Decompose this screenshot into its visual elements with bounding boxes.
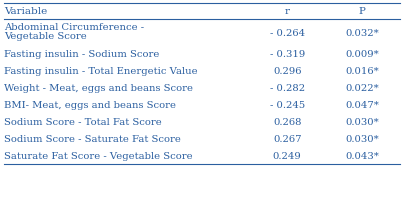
Text: Sodium Score - Saturate Fat Score: Sodium Score - Saturate Fat Score — [4, 134, 181, 143]
Text: Fasting insulin - Total Energetic Value: Fasting insulin - Total Energetic Value — [4, 67, 197, 76]
Text: - 0.319: - 0.319 — [270, 50, 305, 59]
Text: 0.047*: 0.047* — [345, 101, 379, 110]
Text: 0.032*: 0.032* — [345, 28, 379, 37]
Text: Abdominal Circumference -: Abdominal Circumference - — [4, 22, 144, 31]
Text: 0.043*: 0.043* — [345, 151, 379, 160]
Text: BMI- Meat, eggs and beans Score: BMI- Meat, eggs and beans Score — [4, 101, 176, 110]
Text: 0.296: 0.296 — [273, 67, 301, 76]
Text: 0.022*: 0.022* — [345, 84, 379, 93]
Text: P: P — [359, 8, 366, 16]
Text: Saturate Fat Score - Vegetable Score: Saturate Fat Score - Vegetable Score — [4, 151, 193, 160]
Text: Vegetable Score: Vegetable Score — [4, 32, 87, 41]
Text: r: r — [285, 8, 290, 16]
Text: Variable: Variable — [4, 8, 47, 16]
Text: Sodium Score - Total Fat Score: Sodium Score - Total Fat Score — [4, 118, 162, 126]
Text: 0.009*: 0.009* — [345, 50, 379, 59]
Text: 0.030*: 0.030* — [345, 134, 379, 143]
Text: 0.030*: 0.030* — [345, 118, 379, 126]
Text: 0.267: 0.267 — [273, 134, 301, 143]
Text: - 0.245: - 0.245 — [270, 101, 305, 110]
Text: Fasting insulin - Sodium Score: Fasting insulin - Sodium Score — [4, 50, 159, 59]
Text: 0.268: 0.268 — [273, 118, 301, 126]
Text: Weight - Meat, eggs and beans Score: Weight - Meat, eggs and beans Score — [4, 84, 193, 93]
Text: 0.016*: 0.016* — [345, 67, 379, 76]
Text: - 0.264: - 0.264 — [270, 28, 305, 37]
Text: - 0.282: - 0.282 — [270, 84, 305, 93]
Text: 0.249: 0.249 — [273, 151, 301, 160]
